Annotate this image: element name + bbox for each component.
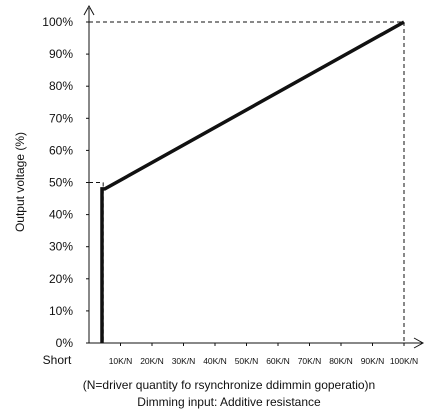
y-tick-label-20: 20% (49, 272, 73, 286)
y-axis-title: Output voltage (%) (13, 132, 27, 232)
y-tick-label-70: 70% (49, 111, 73, 125)
reference-lines (89, 21, 405, 343)
y-tick-label-40: 40% (49, 208, 73, 222)
series-layer (100, 20, 405, 343)
x-tick-label-3: 30K/N (172, 356, 196, 366)
x-tick-label-1: 10K/N (109, 356, 133, 366)
y-tick-label-100: 100% (42, 15, 73, 29)
series-line-1 (100, 20, 405, 343)
x-tick-label-4: 40K/N (203, 356, 227, 366)
y-tick-label-80: 80% (49, 79, 73, 93)
axes (83, 4, 425, 349)
y-tick-labels: 0% 10% 20% 30% 40% 50% 60% 70% 80% 90% 100% (42, 15, 73, 350)
x-tick-label-7: 70K/N (298, 356, 322, 366)
y-tick-label-10: 10% (49, 304, 73, 318)
x-axis-arrow (413, 337, 425, 349)
x-tick-label-5: 50K/N (235, 356, 259, 366)
y-tick-label-30: 30% (49, 240, 73, 254)
x-tick-label-9: 90K/N (361, 356, 385, 366)
y-axis-arrow (83, 4, 95, 16)
y-tick-label-0: 0% (56, 336, 74, 350)
x-caption-line-1: (N=driver quantity fo rsynchronize ddimm… (83, 378, 375, 392)
y-tick-label-50: 50% (49, 176, 73, 190)
y-tick-label-90: 90% (49, 47, 73, 61)
x-tick-label-8: 80K/N (329, 356, 353, 366)
x-tick-label-10: 100K/N (390, 356, 418, 366)
y-tick-label-60: 60% (49, 143, 73, 157)
x-tick-label-short: Short (43, 353, 72, 367)
x-caption-line-2: Dimming input: Additive resistance (137, 395, 321, 409)
x-tick-labels: Short 10K/N 20K/N 30K/N 40K/N 50K/N 60K/N 70K/N… (43, 353, 419, 367)
x-tick-label-2: 20K/N (140, 356, 164, 366)
x-tick-label-6: 60K/N (266, 356, 290, 366)
